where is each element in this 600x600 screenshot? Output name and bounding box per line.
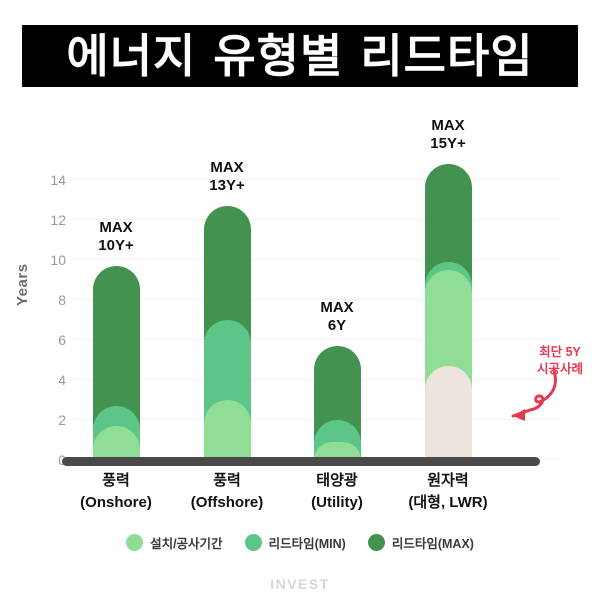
legend-label: 설치/공사기간 xyxy=(150,537,223,551)
bar-max-label: MAX 13Y+ xyxy=(209,159,244,197)
bar-segment xyxy=(313,442,361,460)
gridline xyxy=(72,259,560,260)
legend-label: 리드타임(MAX) xyxy=(391,537,474,551)
legend-item[interactable]: 설치/공사기간 xyxy=(126,533,223,552)
bar-group[interactable]: MAX 13Y+ xyxy=(203,159,251,460)
x-axis-label-line-2: (Utility) xyxy=(311,493,363,511)
footer-watermark: INVEST xyxy=(270,576,330,592)
y-axis-label: Years xyxy=(14,263,31,306)
x-axis-label: 풍력 (Onshore) xyxy=(46,470,186,514)
bar-max-label-line-2: 6Y xyxy=(327,317,347,335)
annotation-line-2: 시공사례 xyxy=(536,361,583,376)
y-tick-label: 12 xyxy=(50,212,66,228)
bar-segment xyxy=(424,366,472,460)
y-tick-label: 10 xyxy=(50,252,66,268)
bar-max-label: MAX 10Y+ xyxy=(98,219,133,257)
annotation-line-1: 최단 5Y xyxy=(539,345,581,359)
y-tick-label: 4 xyxy=(58,372,66,388)
bar-group[interactable]: MAX 6Y xyxy=(313,160,361,460)
x-axis-label-line-2: (Onshore) xyxy=(80,493,152,511)
y-tick-label: 6 xyxy=(58,332,66,348)
bar-max-label-line-2: 10Y+ xyxy=(98,237,134,255)
title-banner: 에너지 유형별 리드타임 xyxy=(22,25,578,87)
legend-color-swatch xyxy=(126,534,144,551)
annotation-shortest-case: 최단 5Y 시공사례 xyxy=(522,344,598,378)
y-tick-label: 2 xyxy=(58,412,66,428)
y-tick-label: 8 xyxy=(58,292,66,308)
legend-item[interactable]: 리드타임(MIN) xyxy=(244,533,346,552)
legend: 설치/공사기간 리드타임(MIN) 리드타임(MAX) xyxy=(0,533,600,552)
legend-label: 리드타임(MIN) xyxy=(268,537,346,551)
x-axis-label-line-1: 풍력 xyxy=(102,472,130,489)
gridline xyxy=(72,299,560,300)
bar-max-label-line-1: MAX xyxy=(320,298,354,316)
bar-max-label: MAX 15Y+ xyxy=(430,117,465,155)
legend-color-swatch xyxy=(367,534,385,551)
gridline xyxy=(72,179,560,180)
legend-color-swatch xyxy=(244,534,262,551)
x-axis-label: 원자력 (대형, LWR) xyxy=(378,470,518,514)
x-axis-label-line-2: (대형, LWR) xyxy=(408,493,488,511)
x-axis-baseline xyxy=(62,457,540,466)
x-axis-label: 풍력 (Offshore) xyxy=(157,470,297,514)
bar-segment xyxy=(92,426,140,460)
bar-max-label-line-2: 13Y+ xyxy=(209,177,245,195)
bar-max-label-line-2: 15Y+ xyxy=(430,135,466,153)
bar-segment xyxy=(203,400,251,460)
bar-max-label-line-1: MAX xyxy=(431,116,465,134)
bar-group[interactable]: MAX 15Y+ xyxy=(424,117,472,460)
bar-max-label-line-1: MAX xyxy=(99,218,133,236)
y-tick-label: 14 xyxy=(50,172,66,188)
x-axis-label-line-2: (Offshore) xyxy=(190,493,264,511)
gridline xyxy=(72,219,560,220)
bar-max-label: MAX 6Y xyxy=(320,299,353,337)
annotation-arrow-icon xyxy=(511,368,557,421)
bar-group[interactable]: MAX 10Y+ xyxy=(92,160,140,460)
legend-item[interactable]: 리드타임(MAX) xyxy=(367,533,474,552)
x-axis-label-line-1: 원자력 xyxy=(427,472,469,489)
page-title: 에너지 유형별 리드타임 xyxy=(66,29,534,83)
x-axis-label-line-1: 풍력 xyxy=(213,472,241,489)
bar-max-label-line-1: MAX xyxy=(210,158,244,176)
chart-container: Years 02468101214 MAX10Y+MAX13Y+MAX6YMAX… xyxy=(0,100,600,500)
gridline xyxy=(72,339,560,340)
x-axis-label: 태양광 (Utility) xyxy=(267,470,407,514)
x-axis-label-line-1: 태양광 xyxy=(316,472,358,489)
